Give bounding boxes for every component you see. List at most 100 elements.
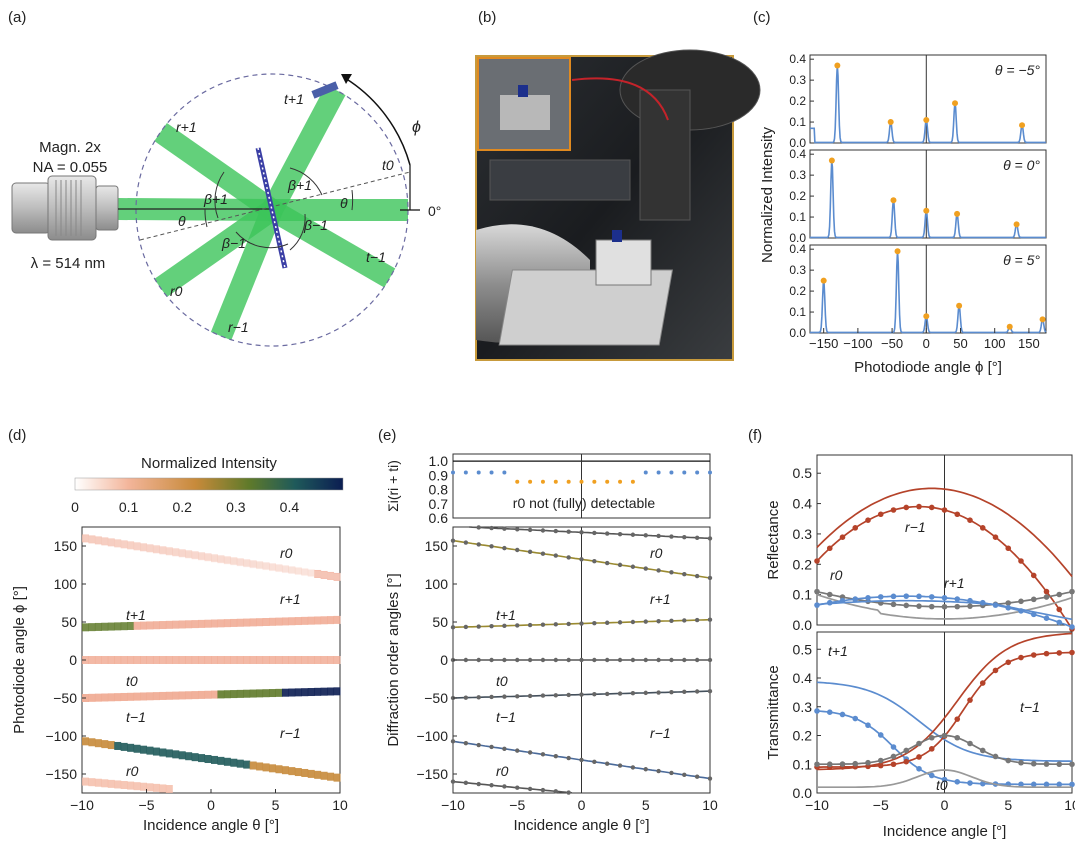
band-r0-top xyxy=(140,543,147,552)
band-r-minus1 xyxy=(178,751,186,760)
band-r0-top xyxy=(327,571,335,580)
band-r-plus1-faint xyxy=(191,552,199,559)
r0-measured-point xyxy=(941,603,948,610)
band-r-plus1-faint xyxy=(107,539,115,546)
curve-r-minus1-point xyxy=(630,765,636,770)
band-r-plus1-faint xyxy=(94,537,102,544)
band-r-plus1-faint xyxy=(294,568,302,575)
band-t-minus1 xyxy=(333,687,341,696)
sum-point-blue xyxy=(502,470,507,475)
setup-photograph xyxy=(475,49,761,361)
curve-r0-bottom xyxy=(452,780,572,794)
band-r0-top xyxy=(281,565,289,574)
curve-t0-point xyxy=(540,657,546,663)
band-r0-top xyxy=(133,542,141,551)
band-r-minus1 xyxy=(82,737,89,746)
band-t-plus1 xyxy=(269,617,276,626)
t0-measured-point xyxy=(826,761,833,768)
band-r0-bottom xyxy=(82,777,89,786)
t0-measured-point xyxy=(1056,761,1063,768)
y-tick-label: −150 xyxy=(45,766,77,782)
t0-measured-point xyxy=(890,753,897,760)
band-r0-top xyxy=(320,570,328,579)
t-minus1-measured-point xyxy=(1030,652,1037,658)
t-plus1-measured-point xyxy=(1043,781,1050,788)
band-r-plus1-faint xyxy=(269,564,277,571)
curve-t-plus1-point xyxy=(592,620,597,626)
label-r-plus1: r+1 xyxy=(280,591,301,607)
band-t-plus1 xyxy=(198,619,206,628)
band-t-minus1 xyxy=(223,690,231,699)
band-r-minus1 xyxy=(101,740,109,749)
band-r-plus1-faint xyxy=(243,560,251,567)
zero-degree-label: 0° xyxy=(428,203,441,219)
band-r0-top xyxy=(217,555,225,564)
t0-measured-point xyxy=(903,747,910,754)
peak-marker xyxy=(1013,221,1020,228)
band-t0 xyxy=(159,656,167,664)
band-t-minus1 xyxy=(301,688,309,697)
sum-point-orange xyxy=(553,479,558,484)
band-r-plus1-faint xyxy=(217,556,225,563)
t0-measured-point xyxy=(1018,759,1024,766)
t-minus1-measured-point xyxy=(903,758,910,765)
x-tick-label: 100 xyxy=(984,336,1006,351)
band-r0-top xyxy=(294,567,302,576)
t-plus1-measured-point xyxy=(839,711,846,718)
theta-label-right: θ xyxy=(340,195,348,211)
curve-t0-point xyxy=(476,657,481,663)
t0-measured-point xyxy=(1005,757,1012,764)
x-tick-label: −100 xyxy=(843,336,872,351)
band-r0-bottom xyxy=(165,785,173,794)
band-t0 xyxy=(320,656,328,664)
band-r0-top xyxy=(94,536,102,545)
band-t0 xyxy=(198,656,206,664)
label-t0: t0 xyxy=(496,673,508,689)
curve-r-plus1-point xyxy=(617,562,623,568)
y-tick-label: 0.1 xyxy=(789,305,806,319)
curve-r-plus1-point xyxy=(476,542,481,547)
label-r0: r0 xyxy=(830,567,843,583)
band-t-plus1 xyxy=(288,617,296,626)
t-plus1-measured-point xyxy=(979,780,986,787)
band-r-minus1 xyxy=(269,764,276,773)
colorbar-title: Normalized Intensity xyxy=(141,455,277,472)
peak-marker xyxy=(890,197,897,204)
r0-measured-point xyxy=(1005,600,1012,606)
label-t-minus1: t−1 xyxy=(496,709,516,725)
band-r-minus1 xyxy=(159,748,167,757)
band-r0-top xyxy=(243,559,251,568)
band-t-plus1 xyxy=(101,622,109,631)
band-t-plus1 xyxy=(243,618,251,627)
curve-t-plus1-point xyxy=(476,624,481,629)
y-tick-label: 0.1 xyxy=(789,115,806,129)
band-t-plus1 xyxy=(333,615,341,624)
band-r-plus1-faint xyxy=(165,548,173,555)
band-t-minus1 xyxy=(262,689,270,698)
band-t-plus1 xyxy=(294,617,302,626)
curve-r0-top-point xyxy=(707,536,713,541)
chart-c-intensity-vs-angle: 0.0 0.1 0.2 0.3 0.4 θ = −5° 0.0 0.1 0.2 0.3 0.4 θ =… xyxy=(759,52,1047,376)
curve-r0-bottom-point xyxy=(527,786,533,792)
r-plus1-measured-point xyxy=(941,595,948,601)
t-minus1-measured-point xyxy=(1069,649,1075,656)
normal-line xyxy=(139,171,411,241)
photodiode-detector xyxy=(311,81,339,99)
band-r-minus1 xyxy=(211,755,218,764)
phi-arrowhead xyxy=(341,74,352,84)
band-t-plus1 xyxy=(314,616,322,625)
band-r0-top xyxy=(204,553,212,562)
band-t0 xyxy=(127,656,135,664)
curve-r-minus1-point xyxy=(669,770,674,776)
panel-label-d: (d) xyxy=(8,427,26,444)
band-t-plus1 xyxy=(165,620,173,629)
r-minus1-measured-point xyxy=(903,504,910,511)
band-r-plus1-faint xyxy=(262,563,270,570)
beta-plus1-left: β+1 xyxy=(203,191,228,207)
y-tick-label: 150 xyxy=(54,538,78,554)
band-r-plus1-faint xyxy=(88,536,96,543)
r-minus1-measured-point xyxy=(967,517,973,524)
y-tick-label: 50 xyxy=(432,614,448,630)
r-plus1-measured-point xyxy=(903,593,910,599)
band-r-minus1 xyxy=(262,763,270,772)
